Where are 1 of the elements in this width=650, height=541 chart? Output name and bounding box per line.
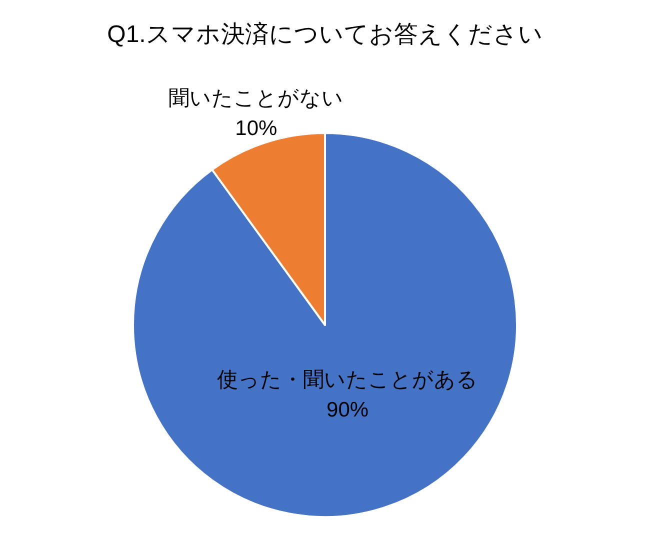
title: Q1.スマホ決済についてお答えください [107,21,543,48]
